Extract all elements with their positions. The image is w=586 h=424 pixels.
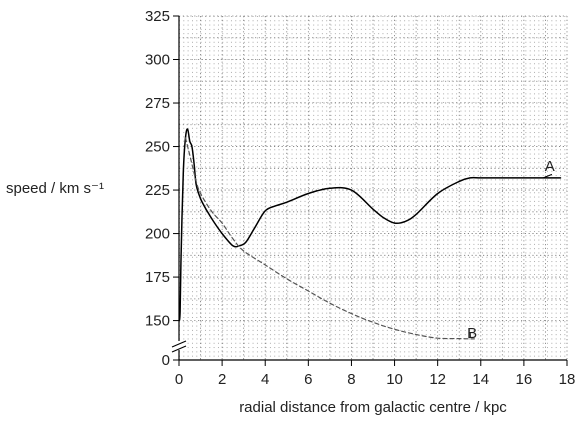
x-tick-label: 6	[304, 371, 312, 388]
tick-layer	[173, 15, 568, 366]
series-layer	[178, 128, 562, 340]
x-tick-label: 14	[472, 371, 489, 388]
x-tick-label: 10	[386, 371, 403, 388]
y-tick-label: 175	[145, 269, 170, 286]
x-tick-label: 18	[559, 371, 576, 388]
series-line-A	[178, 128, 562, 322]
x-tick-label: 8	[347, 371, 355, 388]
tick-label-layer: 0 2 4 6 8 10 12 14 16 18 0 150 175 200 225 250 275 300 325	[145, 8, 575, 388]
y-tick-label: 0	[162, 352, 170, 369]
y-tick-label: 275	[145, 95, 170, 112]
series-label-A: A	[545, 158, 555, 175]
y-axis-label: speed / km s⁻¹	[6, 180, 104, 197]
series-label-B: B	[467, 325, 477, 342]
y-tick-label: 250	[145, 139, 170, 156]
x-tick-label: 12	[429, 371, 446, 388]
x-axis-label: radial distance from galactic centre / k…	[239, 399, 507, 416]
x-tick-label: 16	[516, 371, 533, 388]
series-line-B	[184, 137, 475, 340]
y-tick-label: 225	[145, 182, 170, 199]
series-label-layer: AB	[467, 158, 555, 342]
x-tick-label: 4	[261, 371, 269, 388]
x-tick-label: 2	[218, 371, 226, 388]
major-grid	[179, 15, 568, 360]
y-tick-label: 300	[145, 52, 170, 69]
x-tick-label: 0	[175, 371, 183, 388]
y-tick-label: 150	[145, 313, 170, 330]
y-tick-label: 325	[145, 8, 170, 25]
label-leader-A	[543, 173, 553, 179]
y-axis-break-icon	[171, 340, 187, 353]
y-tick-label: 200	[145, 226, 170, 243]
